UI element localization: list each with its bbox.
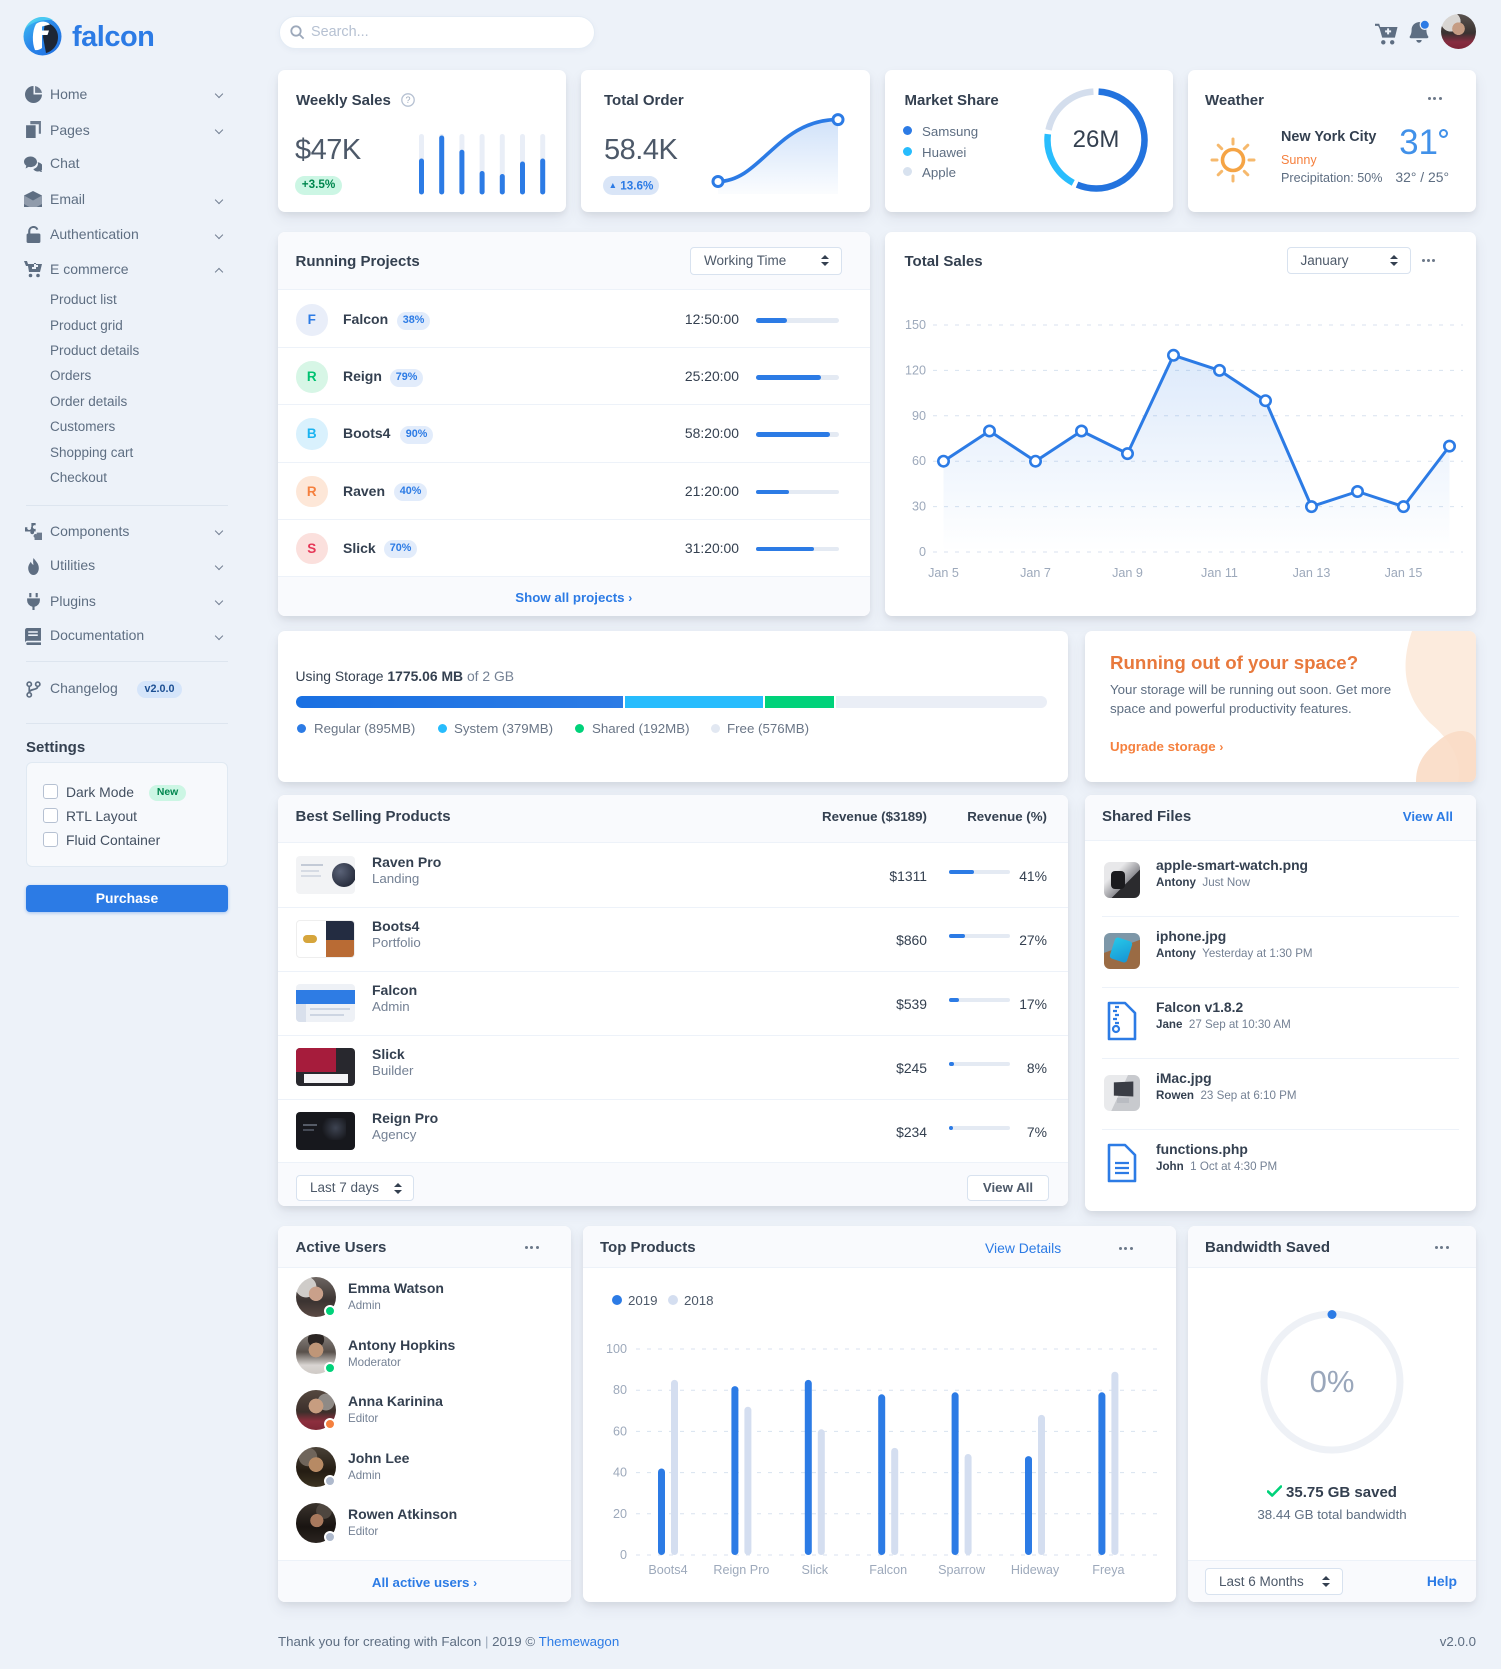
svg-text:0: 0	[620, 1548, 627, 1562]
svg-text:60: 60	[613, 1424, 627, 1438]
svg-text:30: 30	[911, 500, 925, 514]
svg-text:150: 150	[904, 318, 925, 332]
svg-text:Sparrow: Sparrow	[938, 1563, 986, 1577]
svg-text:Jan 15: Jan 15	[1384, 566, 1422, 580]
svg-text:Jan 11: Jan 11	[1201, 566, 1238, 580]
svg-text:Freya: Freya	[1092, 1563, 1124, 1577]
svg-text:?: ?	[405, 95, 410, 105]
svg-text:90: 90	[911, 409, 925, 423]
svg-text:Jan 7: Jan 7	[1020, 566, 1051, 580]
svg-text:60: 60	[911, 454, 925, 468]
svg-text:Boots4: Boots4	[648, 1563, 687, 1577]
svg-text:Slick: Slick	[802, 1563, 829, 1577]
svg-text:Falcon: Falcon	[869, 1563, 907, 1577]
svg-text:120: 120	[904, 363, 925, 377]
svg-text:100: 100	[606, 1342, 627, 1356]
svg-text:Reign Pro: Reign Pro	[713, 1563, 769, 1577]
svg-text:20: 20	[613, 1507, 627, 1521]
svg-text:Jan 13: Jan 13	[1292, 566, 1330, 580]
svg-text:2018: 2018	[684, 1293, 714, 1308]
svg-text:Hideway: Hideway	[1011, 1563, 1060, 1577]
svg-text:40: 40	[613, 1466, 627, 1480]
svg-text:0: 0	[918, 545, 925, 559]
svg-text:Jan 5: Jan 5	[928, 566, 959, 580]
svg-text:80: 80	[613, 1383, 627, 1397]
svg-text:Jan 9: Jan 9	[1112, 566, 1143, 580]
svg-text:2019: 2019	[628, 1293, 658, 1308]
